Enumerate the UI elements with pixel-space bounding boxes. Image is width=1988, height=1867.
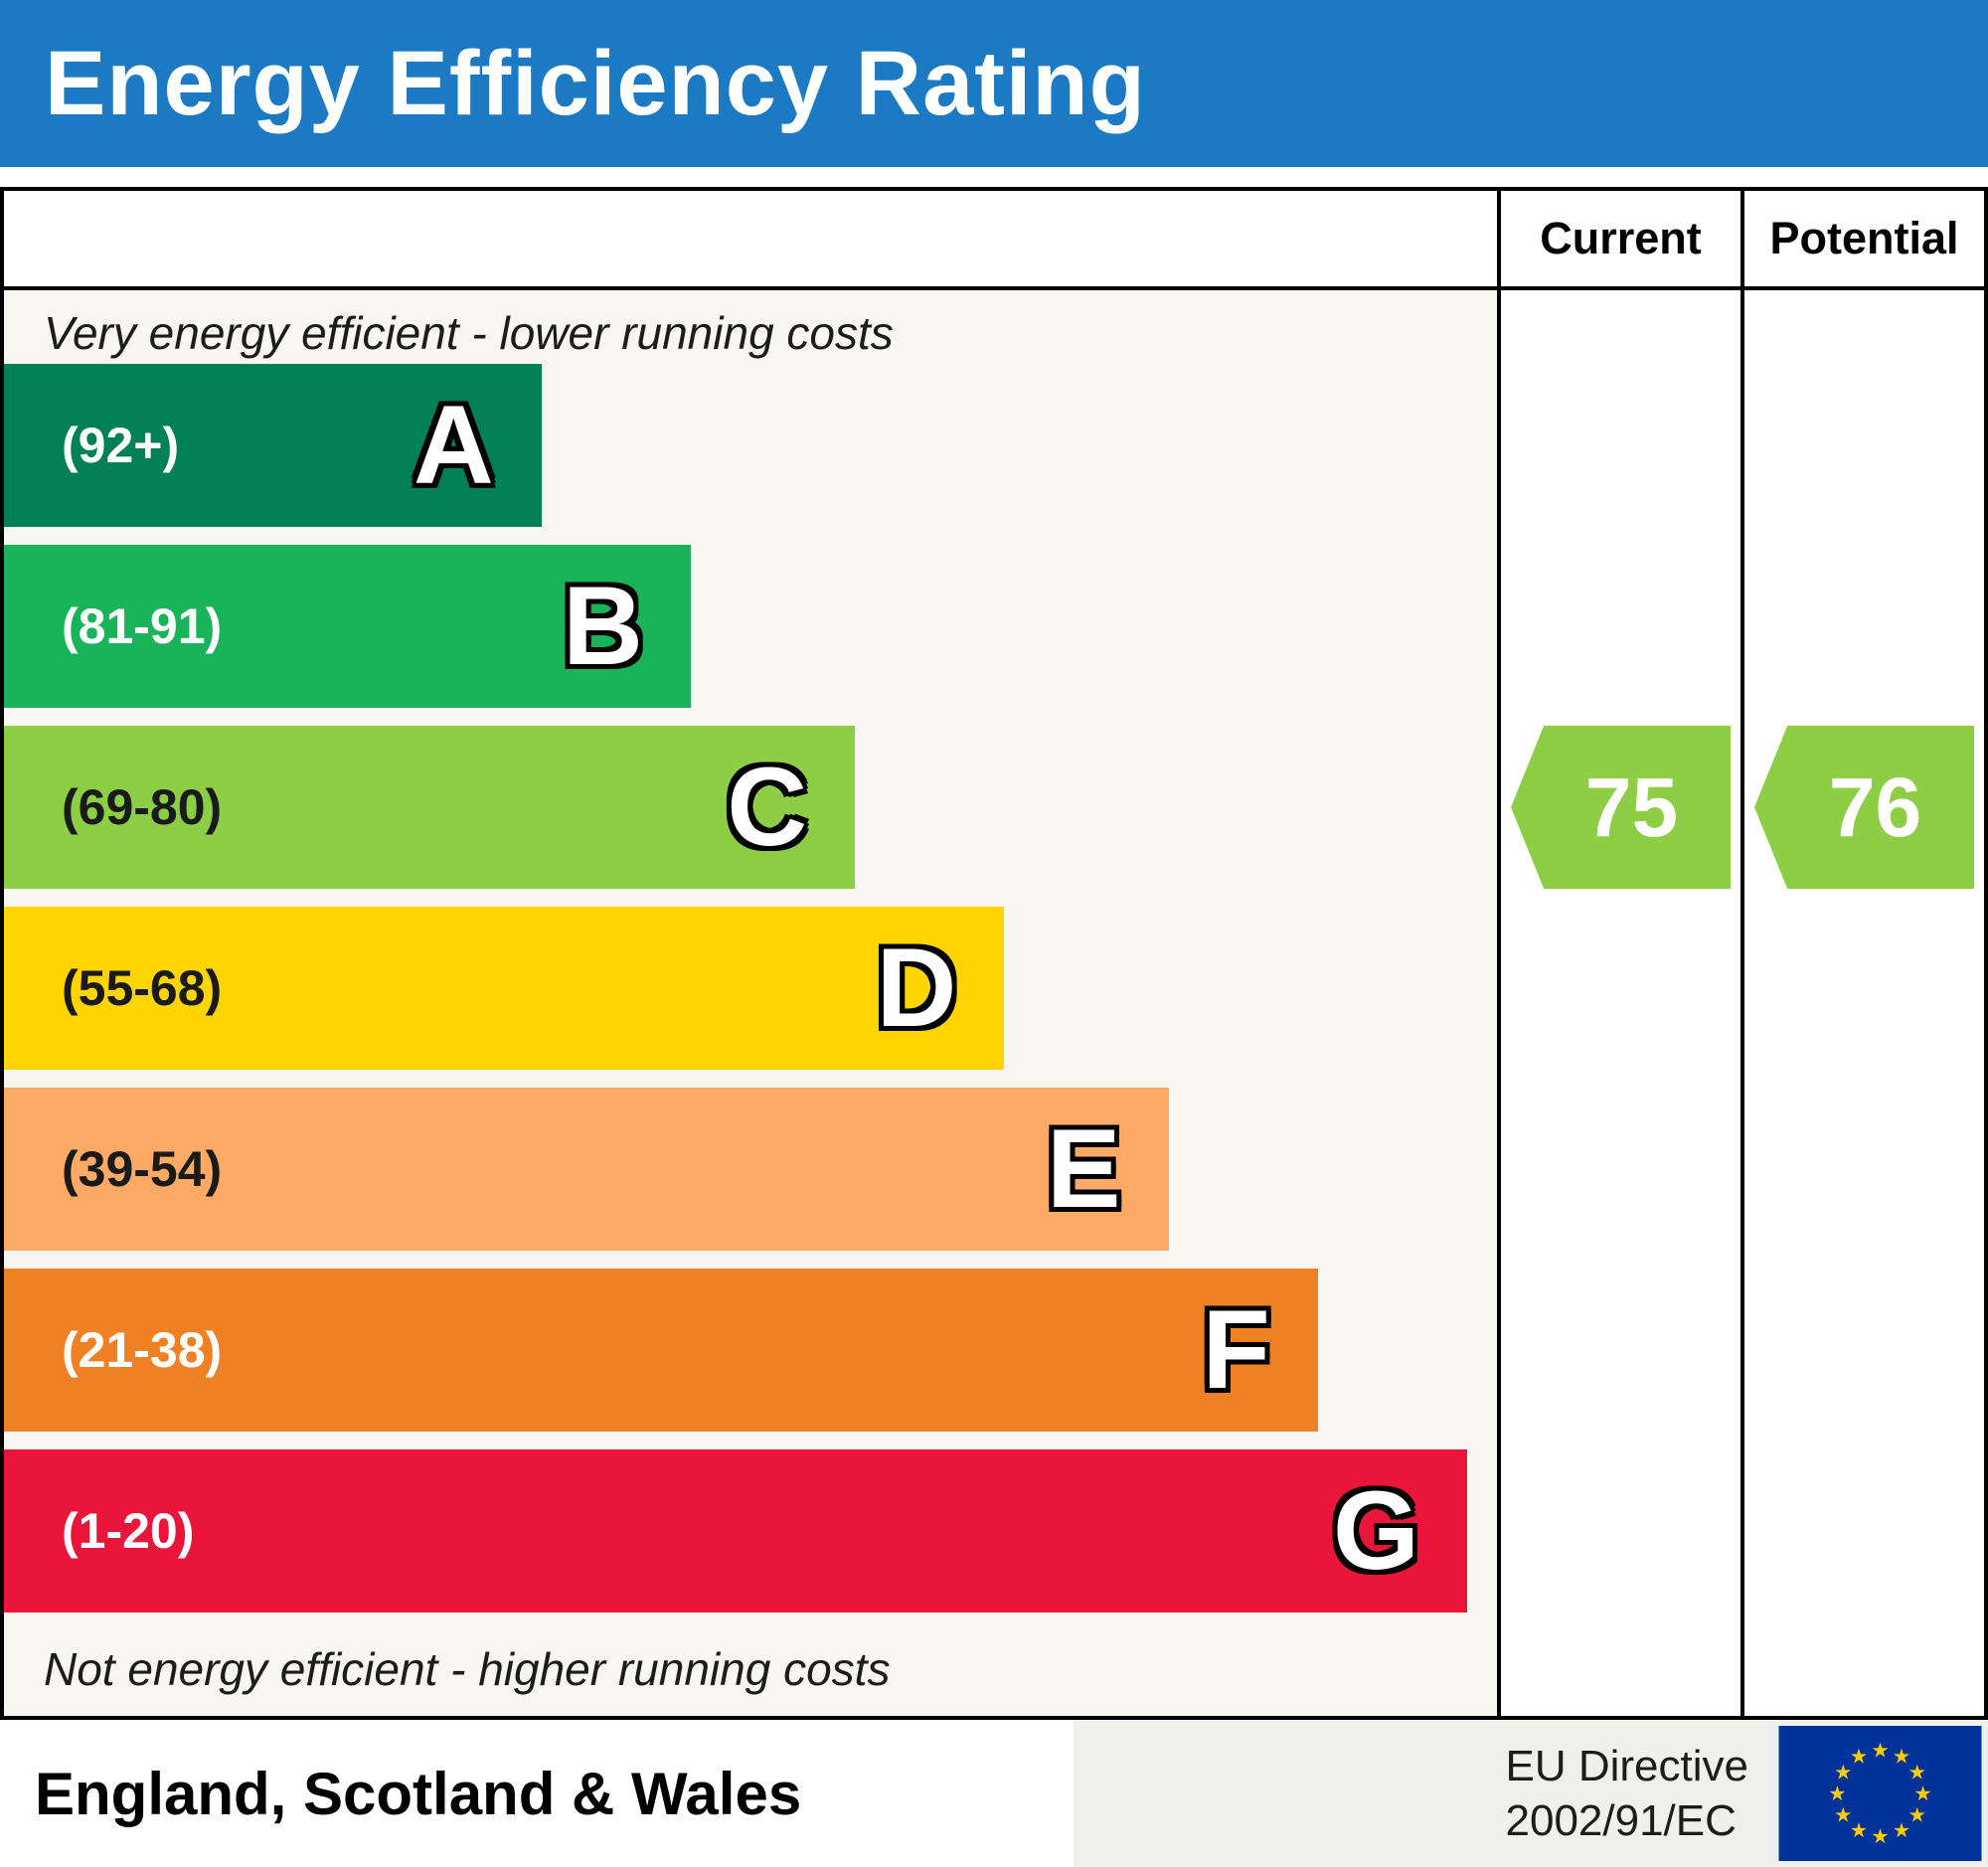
rating-table: Current Potential Very energy efficient … [0,187,1988,1720]
svg-text:★: ★ [1871,1739,1889,1763]
region-label: England, Scotland & Wales [35,1760,802,1827]
band-range-label: (69-80) [62,779,223,835]
bottom-note: Not energy efficient - higher running co… [44,1643,891,1695]
svg-text:★: ★ [1893,1818,1910,1842]
table-header-row: Current Potential [4,191,1984,290]
title-bar: Energy Efficiency Rating [0,0,1988,167]
table-body: Very energy efficient - lower running co… [4,290,1984,1716]
band-letter: G [1332,1468,1419,1593]
band-row-e: (39-54) E [4,1088,1169,1251]
band-range-label: (92+) [62,418,180,473]
current-rating-value: 75 [1584,760,1679,854]
current-column: 75 [1497,290,1740,1716]
svg-text:★: ★ [1834,1760,1852,1783]
current-column-header: Current [1497,191,1740,286]
band-range-label: (81-91) [62,598,223,654]
svg-text:★: ★ [1913,1782,1931,1805]
band-row-b: (81-91) B [4,545,691,708]
band-row-d: (55-68) D [4,907,1005,1070]
footer: England, Scotland & Wales EU Directive 2… [0,1720,1988,1867]
band-letter: A [413,383,494,507]
band-range-label: (39-54) [62,1141,223,1197]
band-range-label: (55-68) [62,960,223,1016]
header-gap [0,167,1988,187]
eu-directive-text: EU Directive 2002/91/EC [1506,1739,1749,1848]
band-letter: B [563,564,643,688]
potential-column: 76 [1740,290,1984,1716]
page-title: Energy Efficiency Rating [45,32,1146,134]
band-letter: C [727,745,808,869]
band-range-label: (1-20) [62,1503,195,1559]
top-note: Very energy efficient - lower running co… [44,307,894,359]
potential-rating-arrow: 76 [1754,726,1974,889]
eu-directive-line2: 2002/91/EC [1505,1796,1737,1845]
band-row-c: (69-80) C [4,726,856,889]
svg-text:★: ★ [1850,1818,1868,1842]
band-letter: F [1202,1287,1270,1412]
svg-text:★: ★ [1871,1824,1889,1848]
band-letter: E [1046,1106,1121,1231]
table-header-spacer [4,191,1497,286]
band-row-f: (21-38) F [4,1269,1318,1432]
band-row-g: (1-20) G [4,1449,1467,1612]
eu-directive-line1: EU Directive [1505,1742,1749,1790]
current-rating-arrow: 75 [1511,726,1731,889]
svg-text:★: ★ [1893,1745,1910,1769]
band-row-a: (92+) A [4,364,542,527]
svg-text:★: ★ [1908,1760,1926,1783]
footer-directive-area: EU Directive 2002/91/EC ★ ★ ★ ★ ★ ★ ★ ★ [1074,1720,1988,1867]
band-range-label: (21-38) [62,1322,223,1378]
footer-region: England, Scotland & Wales [0,1720,1074,1867]
eu-flag-icon: ★ ★ ★ ★ ★ ★ ★ ★ ★ ★ ★ ★ [1778,1726,1982,1861]
svg-text:★: ★ [1834,1802,1852,1826]
svg-text:★: ★ [1828,1782,1846,1805]
svg-text:★: ★ [1908,1802,1926,1826]
potential-column-header: Potential [1740,191,1984,286]
svg-text:★: ★ [1850,1745,1868,1769]
bands-column: Very energy efficient - lower running co… [4,290,1497,1716]
band-letter: D [876,926,957,1050]
potential-rating-value: 76 [1828,760,1922,854]
